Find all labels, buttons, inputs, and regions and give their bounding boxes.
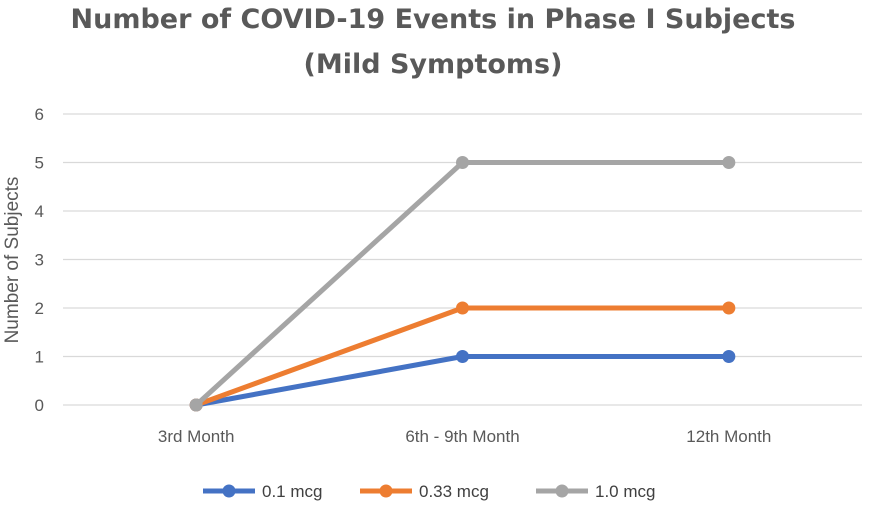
legend-item: 1.0 mcg bbox=[536, 482, 655, 501]
series-line bbox=[193, 354, 732, 408]
data-point bbox=[722, 156, 736, 169]
y-tick-label: 1 bbox=[35, 348, 44, 367]
data-point bbox=[456, 350, 469, 363]
data-point bbox=[189, 398, 203, 412]
series-line bbox=[193, 160, 732, 408]
x-axis-ticks: 3rd Month 6th - 9th Month 12th Month bbox=[158, 427, 771, 446]
legend-item: 0.1 mcg bbox=[203, 482, 322, 501]
data-point bbox=[456, 156, 469, 169]
legend-label: 0.1 mcg bbox=[262, 482, 322, 501]
series-lines bbox=[189, 156, 736, 412]
y-axis-label: Number of Subjects bbox=[2, 177, 23, 344]
legend-label: 1.0 mcg bbox=[595, 482, 655, 501]
x-tick-label: 12th Month bbox=[686, 427, 771, 446]
chart-title: Number of COVID-19 Events in Phase I Sub… bbox=[71, 4, 796, 35]
legend-item: 0.33 mcg bbox=[360, 482, 489, 501]
legend-marker bbox=[555, 484, 569, 498]
y-tick-label: 3 bbox=[35, 251, 44, 270]
x-tick-label: 3rd Month bbox=[158, 427, 235, 446]
y-tick-label: 4 bbox=[35, 202, 44, 221]
legend-label: 0.33 mcg bbox=[419, 482, 489, 501]
chart-subtitle: (Mild Symptoms) bbox=[304, 49, 563, 80]
legend: 0.1 mcg 0.33 mcg 1.0 mcg bbox=[203, 482, 655, 501]
y-tick-label: 2 bbox=[35, 299, 44, 318]
y-tick-label: 0 bbox=[35, 396, 44, 415]
y-axis-ticks: 0 1 2 3 4 5 6 bbox=[35, 105, 44, 415]
y-tick-label: 6 bbox=[35, 105, 44, 124]
data-point bbox=[722, 301, 736, 315]
series-0-1-mcg bbox=[189, 350, 736, 412]
x-tick-label: 6th - 9th Month bbox=[405, 427, 519, 446]
legend-marker bbox=[222, 484, 236, 498]
series-1-0-mcg bbox=[189, 156, 736, 412]
legend-marker bbox=[379, 484, 393, 498]
y-tick-label: 5 bbox=[35, 154, 44, 173]
data-point bbox=[722, 350, 736, 363]
data-point bbox=[456, 301, 469, 315]
